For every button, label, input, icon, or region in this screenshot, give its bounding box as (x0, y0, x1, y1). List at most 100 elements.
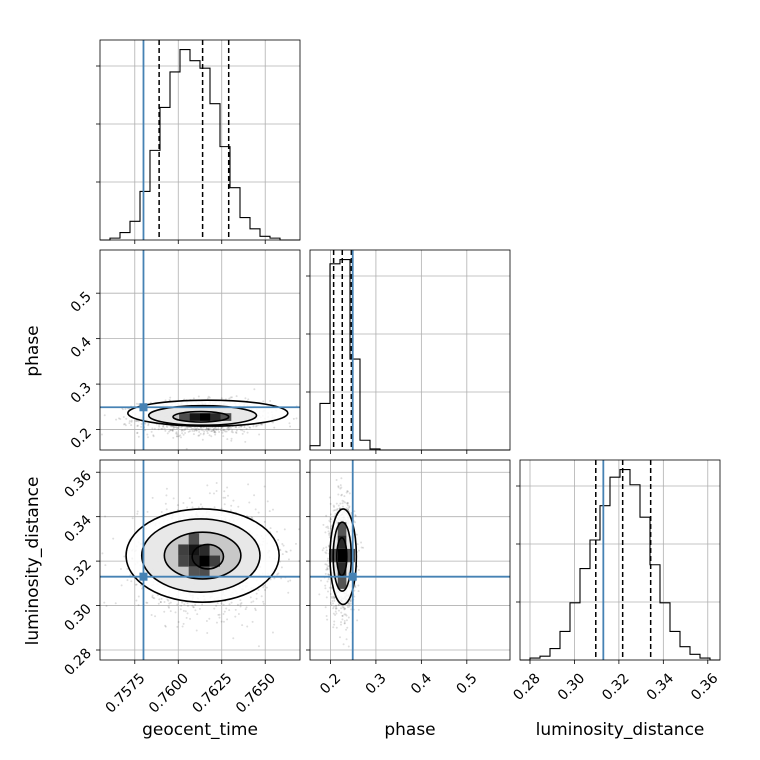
sample-point (135, 420, 138, 423)
sample-point (217, 428, 220, 431)
sample-point (328, 586, 331, 589)
sample-point (203, 430, 206, 433)
sample-point (277, 572, 280, 575)
sample-point (101, 552, 104, 555)
sample-point (343, 619, 346, 622)
density-geocent_time-luminosity_distance-ytick-label: 0.30 (61, 601, 94, 634)
sample-point (169, 425, 172, 428)
sample-point (190, 501, 193, 504)
sample-point (226, 486, 229, 489)
sample-point (164, 625, 167, 628)
sample-point (122, 423, 125, 426)
sample-point (292, 417, 295, 420)
sample-point (213, 607, 216, 610)
sample-point (135, 583, 138, 586)
sample-point (181, 429, 184, 432)
sample-point (181, 625, 184, 628)
density-cell (178, 544, 189, 556)
contour-line (336, 536, 348, 577)
sample-point (239, 428, 242, 431)
sample-point (146, 433, 149, 436)
sample-point (235, 426, 238, 429)
sample-point (122, 415, 125, 418)
sample-point (196, 613, 199, 616)
sample-point (195, 429, 198, 432)
sample-point (201, 429, 204, 432)
sample-point (140, 584, 143, 587)
sample-point (327, 573, 330, 576)
sample-point (213, 426, 216, 429)
sample-point (357, 584, 360, 587)
sample-point (342, 606, 345, 609)
sample-point (168, 430, 171, 433)
sample-point (217, 427, 220, 430)
sample-point (196, 427, 199, 430)
sample-point (337, 609, 340, 612)
sample-point (134, 419, 137, 422)
sample-point (340, 611, 343, 614)
sample-point (186, 604, 189, 607)
sample-point (175, 432, 178, 435)
sample-point (322, 547, 325, 550)
sample-point (140, 425, 143, 428)
sample-point (202, 433, 205, 436)
sample-point (362, 546, 365, 549)
sample-point (230, 437, 233, 440)
sample-point (206, 631, 209, 634)
sample-point (248, 426, 251, 429)
sample-point (207, 427, 210, 430)
sample-point (151, 427, 154, 430)
sample-point (176, 435, 179, 438)
density-cell (210, 413, 221, 421)
density-content (101, 481, 300, 648)
density-geocent_time-luminosity_distance-xtick-label: 0.7625 (190, 670, 236, 716)
sample-point (215, 428, 218, 431)
sample-point (332, 595, 335, 598)
sample-point (329, 531, 332, 534)
sample-point (137, 403, 140, 406)
sample-point (187, 430, 190, 433)
sample-point (193, 430, 196, 433)
sample-point (128, 422, 131, 425)
sample-point (192, 606, 195, 609)
sample-point (229, 509, 232, 512)
sample-point (324, 531, 327, 534)
sample-point (213, 430, 216, 433)
sample-point (223, 429, 226, 432)
sample-point (339, 487, 342, 490)
sample-point (320, 579, 323, 582)
sample-point (219, 429, 222, 432)
sample-point (212, 429, 215, 432)
sample-point (326, 525, 329, 528)
sample-point (150, 614, 153, 617)
sample-point (215, 621, 218, 624)
density-cell (199, 566, 210, 578)
sample-point (252, 425, 255, 428)
sample-point (338, 603, 341, 606)
sample-point (151, 496, 154, 499)
sample-point (245, 427, 248, 430)
sample-point (151, 596, 154, 599)
sample-point (350, 512, 353, 515)
sample-point (324, 572, 327, 575)
density-cell (178, 555, 189, 567)
sample-point (246, 625, 249, 628)
sample-point (167, 599, 170, 602)
sample-point (200, 428, 203, 431)
sample-point (337, 485, 340, 488)
sample-point (229, 426, 232, 429)
sample-point (322, 523, 325, 526)
density-panel-geocent_time-phase: 0.2 0.3 0.4 0.5 (68, 249, 301, 454)
sample-point (164, 429, 167, 432)
xlabel-luminosity-distance: luminosity_distance (536, 720, 705, 740)
sample-point (298, 560, 300, 563)
sample-point (247, 398, 250, 401)
sample-point (333, 623, 336, 626)
sample-point (217, 613, 220, 616)
sample-point (343, 613, 346, 616)
contour-line (163, 531, 242, 580)
density-cell (179, 413, 190, 421)
sample-point (343, 622, 346, 625)
sample-point (124, 407, 127, 410)
hist-luminosity_distance-xtick-label: 0.36 (688, 670, 721, 703)
